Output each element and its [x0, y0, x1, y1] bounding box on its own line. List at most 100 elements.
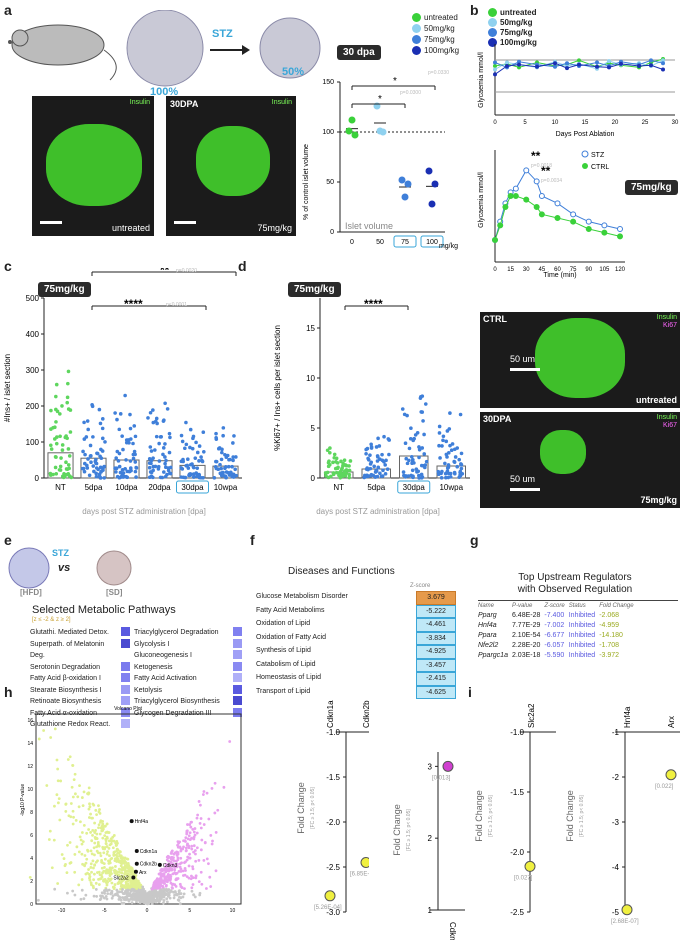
data-point: [54, 394, 58, 399]
islet-volume-chart: % of control islet volume 0 50 100 150 * p=…: [303, 70, 458, 250]
volcano-point: [199, 870, 203, 874]
volcano-point: [90, 883, 93, 887]
data-point: [448, 411, 452, 415]
volcano-point: [169, 860, 173, 864]
data-point: [423, 402, 428, 406]
data-point: [53, 437, 57, 441]
data-point: [100, 417, 105, 421]
volcano-point: [190, 874, 193, 878]
e-title: Selected Metabolic Pathways: [32, 604, 176, 616]
volcano-point: [211, 839, 214, 843]
data-point: [331, 460, 335, 465]
pct-after: 50%: [282, 66, 305, 78]
volcano-point: [59, 779, 63, 783]
islet-area: [535, 318, 625, 398]
volcano-point: [199, 848, 203, 852]
sig-inner: *: [378, 94, 382, 105]
volcano-point: [148, 892, 152, 896]
pathway-label: Fatty Acid Activation: [134, 675, 197, 682]
data-point: [329, 474, 333, 479]
volcano-point: [71, 809, 75, 813]
data-point: [149, 470, 154, 475]
volcano-point: [56, 767, 60, 771]
data-point: [161, 452, 165, 457]
volcano-point: [80, 842, 84, 846]
data-point: [114, 470, 118, 474]
volcano-point: [202, 790, 206, 793]
legend-item: untreated: [488, 8, 537, 18]
data-point: [68, 430, 73, 434]
data-point: [619, 61, 623, 66]
data-point: [441, 434, 446, 439]
x-tick-label: 5: [188, 908, 191, 914]
volcano-point: [152, 900, 156, 904]
data-point: [419, 395, 423, 399]
table-cell: -6.057: [544, 642, 565, 649]
volcano-point: [108, 854, 111, 858]
data-point: [191, 472, 196, 476]
volcano-point: [199, 826, 203, 830]
data-point: [374, 469, 379, 473]
data-point: [183, 446, 187, 451]
data-point: [100, 449, 105, 453]
data-point: [216, 446, 221, 451]
insulin-label: Insulin: [271, 99, 292, 106]
legend-item: 75mg/kg: [412, 34, 459, 45]
data-point: [219, 466, 224, 471]
volcano-point: [126, 857, 130, 861]
data-point: [188, 445, 192, 450]
volcano-point: [178, 889, 181, 893]
table-cell: 2.28E-20: [511, 642, 541, 649]
data-point: [505, 60, 509, 65]
data-point: [373, 475, 377, 479]
p-inner: p=0.0300: [400, 90, 421, 96]
volcano-point: [47, 838, 51, 841]
volcano-point: [115, 840, 118, 844]
volcano-point: [128, 878, 131, 882]
volcano-point: [113, 850, 117, 854]
volcano-point: [184, 846, 188, 850]
volcano-point: [214, 830, 218, 834]
data-point: [54, 382, 59, 387]
volcano-point: [88, 816, 91, 819]
y-tick-label: 500: [26, 294, 40, 303]
x-tick-label: 5dpa: [85, 483, 103, 492]
data-point: [132, 449, 137, 454]
volcano-point: [36, 898, 40, 902]
volcano-point: [177, 841, 181, 845]
pathway-label: Glycolysis I: [134, 640, 170, 648]
y-tick-label: 10: [306, 374, 315, 383]
volcano-point: [105, 845, 109, 848]
cat-box: [397, 480, 431, 494]
pathway-swatch: [233, 661, 242, 671]
ki67-label: Ki67: [662, 422, 677, 429]
volcano-point: [170, 855, 174, 859]
volcano-point: [179, 896, 183, 900]
data-point: [114, 466, 119, 470]
data-point: [347, 468, 352, 473]
column-label: Hnf4a: [623, 706, 632, 728]
volcano-point: [64, 810, 68, 813]
z-score: -2.415: [416, 672, 456, 686]
data-point: [425, 167, 433, 175]
data-point: [617, 233, 623, 240]
ki67-chart: %Ki67+ / Ins+ cells per islet section 0 5…: [273, 297, 470, 516]
volcano-point: [85, 857, 89, 861]
micrograph-untreated: Insulin untreated: [32, 96, 154, 236]
data-point: [102, 464, 107, 469]
volcano-point: [125, 895, 129, 899]
x-tick-label: 30: [523, 267, 530, 273]
data-point: [126, 438, 131, 442]
data-point: [187, 473, 191, 478]
a-legend: Islet volume: [345, 221, 393, 231]
fc-label: [0.022]: [655, 784, 674, 790]
volcano-point: [71, 889, 75, 893]
volcano-point: [195, 846, 199, 850]
volcano-point: [125, 862, 129, 866]
data-point: [121, 471, 126, 475]
volcano-point: [109, 892, 112, 896]
table-cell: Inhibited: [568, 652, 596, 659]
data-point: [168, 465, 173, 470]
p-outer: p=0.0330: [428, 70, 449, 76]
volcano-point: [176, 877, 180, 880]
